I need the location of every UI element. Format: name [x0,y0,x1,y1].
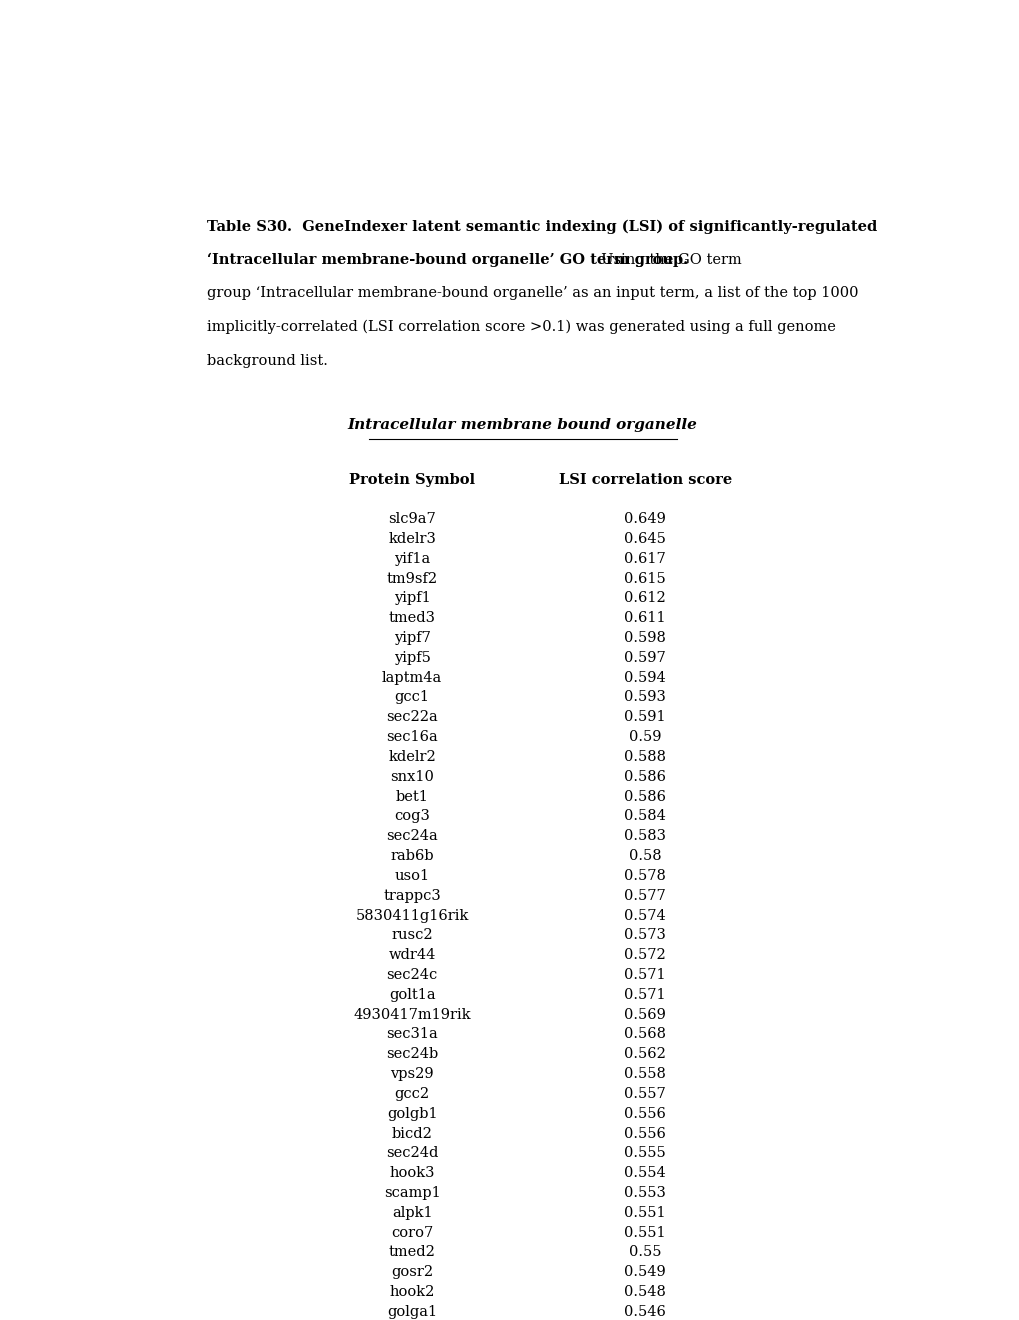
Text: 0.546: 0.546 [624,1305,665,1319]
Text: 0.58: 0.58 [629,849,661,863]
Text: 0.617: 0.617 [624,552,665,566]
Text: 0.588: 0.588 [624,750,665,764]
Text: Table S30.  GeneIndexer latent semantic indexing (LSI) of significantly-regulate: Table S30. GeneIndexer latent semantic i… [206,219,876,234]
Text: 0.569: 0.569 [624,1007,665,1022]
Text: 0.551: 0.551 [624,1205,665,1220]
Text: 0.577: 0.577 [624,888,665,903]
Text: 0.594: 0.594 [624,671,665,685]
Text: 0.568: 0.568 [624,1027,665,1041]
Text: sec16a: sec16a [386,730,437,744]
Text: sec24d: sec24d [385,1146,438,1160]
Text: 0.571: 0.571 [624,987,665,1002]
Text: 0.551: 0.551 [624,1226,665,1239]
Text: 0.572: 0.572 [624,948,665,962]
Text: 0.578: 0.578 [624,869,665,883]
Text: LSI correlation score: LSI correlation score [558,474,732,487]
Text: rusc2: rusc2 [391,928,432,942]
Text: 0.553: 0.553 [624,1185,665,1200]
Text: gcc2: gcc2 [394,1086,429,1101]
Text: bicd2: bicd2 [391,1126,432,1140]
Text: gcc1: gcc1 [394,690,429,705]
Text: golt1a: golt1a [388,987,435,1002]
Text: Intracellular membrane bound organelle: Intracellular membrane bound organelle [347,417,697,432]
Text: sec24a: sec24a [386,829,437,843]
Text: Protein Symbol: Protein Symbol [348,474,475,487]
Text: 0.612: 0.612 [624,591,665,606]
Text: yipf1: yipf1 [393,591,430,606]
Text: yipf5: yipf5 [393,651,430,665]
Text: yif1a: yif1a [393,552,430,566]
Text: 0.597: 0.597 [624,651,665,665]
Text: 0.573: 0.573 [624,928,665,942]
Text: 0.59: 0.59 [629,730,661,744]
Text: tm9sf2: tm9sf2 [386,572,437,586]
Text: sec31a: sec31a [386,1027,437,1041]
Text: 0.562: 0.562 [624,1047,665,1061]
Text: 0.557: 0.557 [624,1086,665,1101]
Text: 0.591: 0.591 [624,710,665,725]
Text: tmed3: tmed3 [388,611,435,626]
Text: snx10: snx10 [389,770,434,784]
Text: 0.555: 0.555 [624,1146,665,1160]
Text: golgb1: golgb1 [386,1106,437,1121]
Text: alpk1: alpk1 [391,1205,432,1220]
Text: coro7: coro7 [390,1226,433,1239]
Text: vps29: vps29 [390,1067,433,1081]
Text: tmed2: tmed2 [388,1246,435,1259]
Text: bet1: bet1 [395,789,428,804]
Text: 0.574: 0.574 [624,908,665,923]
Text: 4930417m19rik: 4930417m19rik [353,1007,471,1022]
Text: golga1: golga1 [386,1305,437,1319]
Text: scamp1: scamp1 [383,1185,440,1200]
Text: slc9a7: slc9a7 [388,512,435,527]
Text: 5830411g16rik: 5830411g16rik [355,908,469,923]
Text: sec24c: sec24c [386,968,437,982]
Text: 0.558: 0.558 [624,1067,665,1081]
Text: 0.583: 0.583 [624,829,665,843]
Text: sec24b: sec24b [385,1047,438,1061]
Text: 0.615: 0.615 [624,572,665,586]
Text: trappc3: trappc3 [383,888,440,903]
Text: background list.: background list. [206,354,327,367]
Text: 0.649: 0.649 [624,512,665,527]
Text: Using the GO term: Using the GO term [591,253,741,267]
Text: gosr2: gosr2 [390,1266,433,1279]
Text: uso1: uso1 [394,869,429,883]
Text: 0.556: 0.556 [624,1126,665,1140]
Text: laptm4a: laptm4a [381,671,442,685]
Text: kdelr2: kdelr2 [388,750,435,764]
Text: 0.571: 0.571 [624,968,665,982]
Text: implicitly-correlated (LSI correlation score >0.1) was generated using a full ge: implicitly-correlated (LSI correlation s… [206,319,835,334]
Text: 0.586: 0.586 [624,789,665,804]
Text: 0.593: 0.593 [624,690,665,705]
Text: rab6b: rab6b [390,849,433,863]
Text: wdr44: wdr44 [388,948,435,962]
Text: 0.598: 0.598 [624,631,665,645]
Text: 0.586: 0.586 [624,770,665,784]
Text: hook2: hook2 [389,1286,434,1299]
Text: 0.548: 0.548 [624,1286,665,1299]
Text: 0.556: 0.556 [624,1106,665,1121]
Text: 0.584: 0.584 [624,809,665,824]
Text: yipf7: yipf7 [393,631,430,645]
Text: 0.554: 0.554 [624,1166,665,1180]
Text: 0.549: 0.549 [624,1266,665,1279]
Text: 0.611: 0.611 [624,611,665,626]
Text: group ‘Intracellular membrane-bound organelle’ as an input term, a list of the t: group ‘Intracellular membrane-bound orga… [206,286,857,301]
Text: kdelr3: kdelr3 [388,532,435,546]
Text: sec22a: sec22a [386,710,437,725]
Text: ‘Intracellular membrane-bound organelle’ GO term group.: ‘Intracellular membrane-bound organelle’… [206,253,687,267]
Text: hook3: hook3 [389,1166,434,1180]
Text: 0.645: 0.645 [624,532,665,546]
Text: cog3: cog3 [393,809,430,824]
Text: 0.55: 0.55 [629,1246,661,1259]
